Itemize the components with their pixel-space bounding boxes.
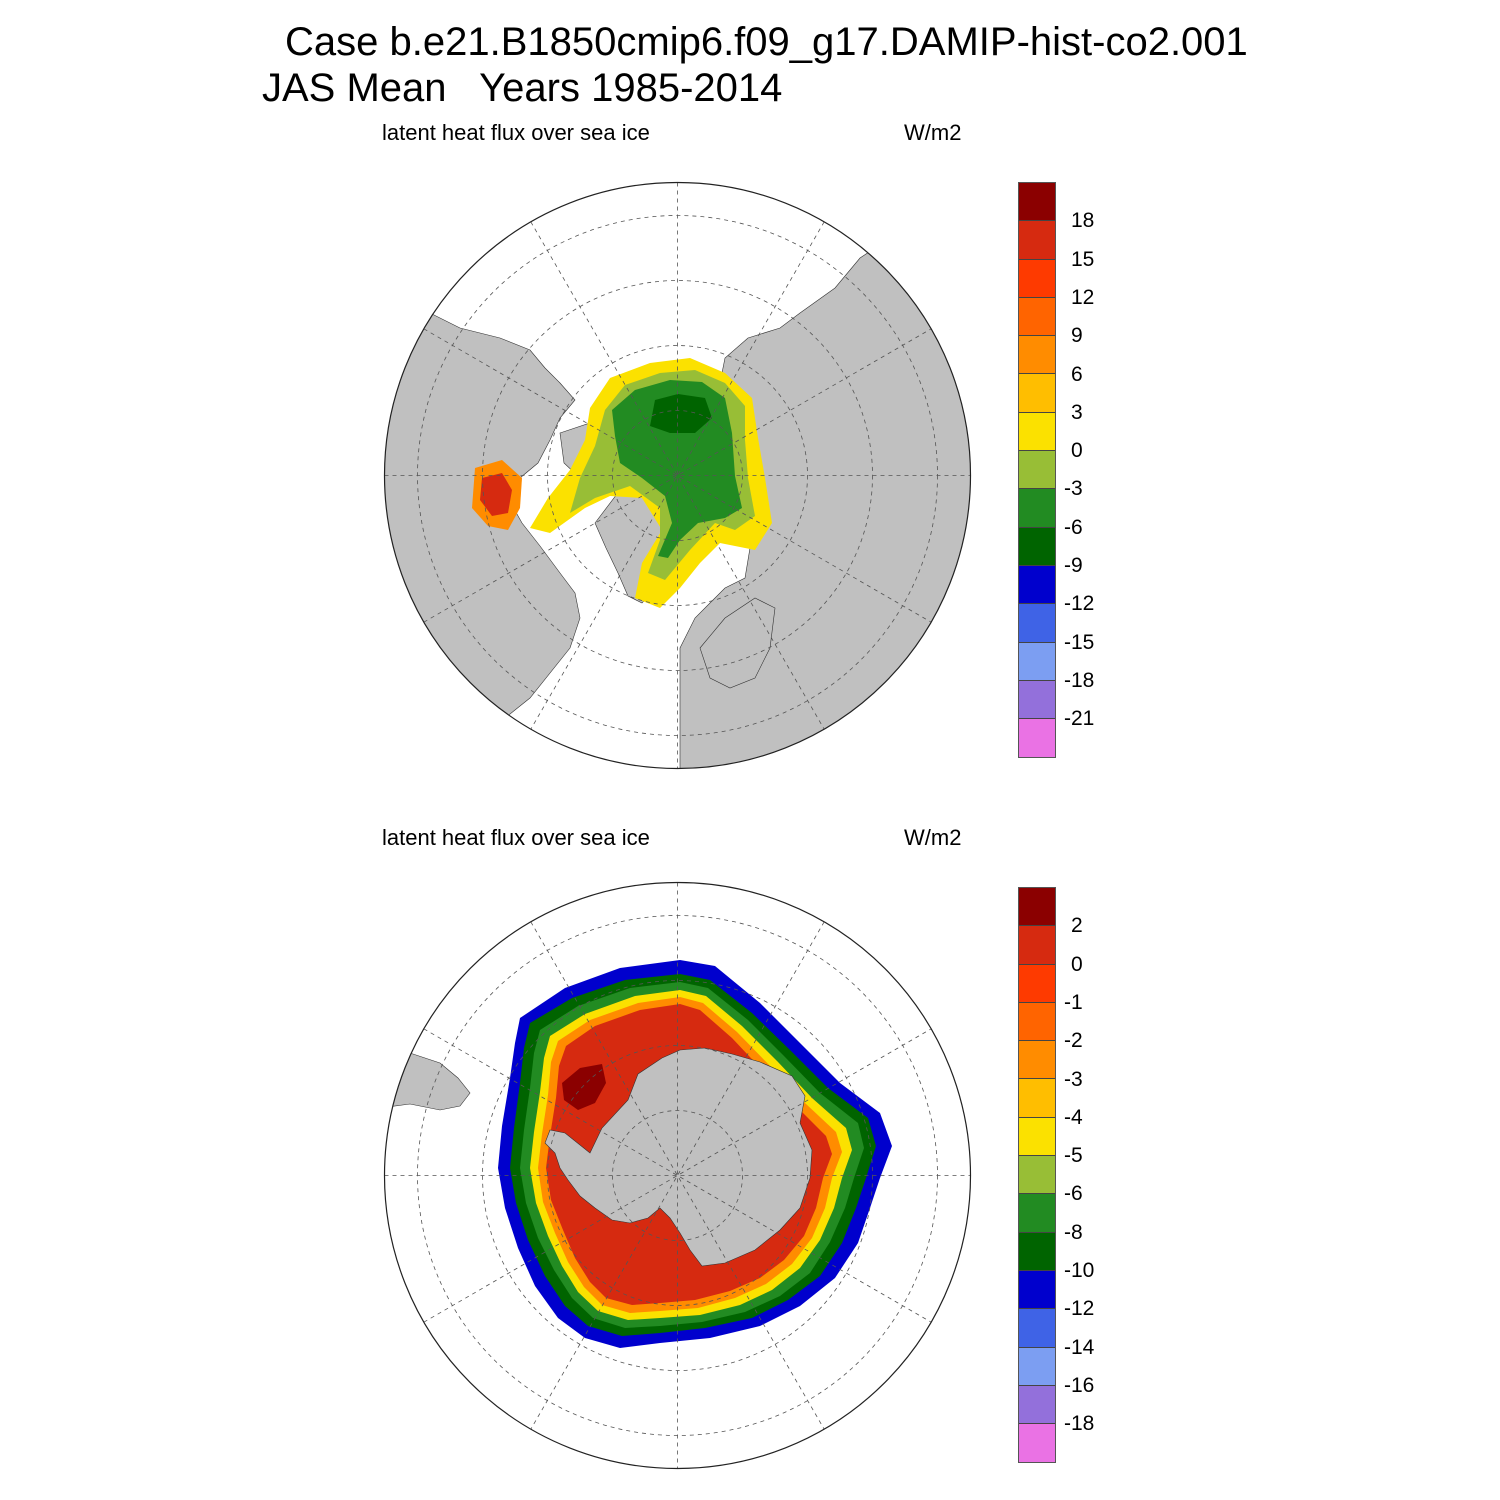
- north-units-label: W/m2: [904, 120, 962, 145]
- north-ice-green: [612, 380, 742, 558]
- south-colorbar-tick-label: 2: [1071, 914, 1083, 938]
- north-colorbar-tick-label: 3: [1071, 400, 1083, 424]
- south-colorbar-swatch: [1019, 888, 1055, 927]
- south-colorbar: [1018, 887, 1056, 1464]
- south-colorbar-tick-label: -14: [1064, 1335, 1095, 1359]
- south-colorbar-swatch: [1019, 964, 1055, 1003]
- south-colorbar-tick-label: -16: [1064, 1373, 1095, 1397]
- north-colorbar-swatch: [1019, 565, 1055, 605]
- north-colorbar-swatch: [1019, 374, 1055, 413]
- south-colorbar-swatch: [1019, 1385, 1055, 1425]
- north-colorbar-tick-label: -18: [1064, 668, 1095, 692]
- north-map-border: [383, 181, 972, 770]
- north-graticule: [384, 182, 971, 769]
- south-colorbar-swatch: [1019, 1041, 1055, 1080]
- south-colorbar-swatch: [1019, 1270, 1055, 1310]
- north-colorbar-swatch: [1019, 297, 1055, 337]
- south-colorbar-tick-label: -2: [1064, 1029, 1083, 1053]
- north-colorbar-swatch: [1019, 489, 1055, 528]
- south-colorbar-swatch: [1019, 1309, 1055, 1348]
- south-colorbar-tick-label: -4: [1064, 1105, 1083, 1129]
- south-colorbar-swatch: [1019, 926, 1055, 965]
- north-colorbar-swatch: [1019, 642, 1055, 681]
- south-colorbar-swatch: [1019, 1079, 1055, 1118]
- south-units-label: W/m2: [904, 825, 962, 850]
- south-map-border: [383, 881, 972, 1470]
- north-hudson-hot: [480, 473, 512, 516]
- north-colorbar-tick-label: 18: [1071, 209, 1095, 233]
- south-colorbar-tick-label: 0: [1071, 952, 1083, 976]
- north-colorbar-tick-label: 0: [1071, 439, 1083, 463]
- north-colorbar-swatch: [1019, 680, 1055, 720]
- south-colorbar-tick-label: -12: [1064, 1297, 1095, 1321]
- north-variable-label: latent heat flux over sea ice: [382, 120, 650, 145]
- south-colorbar-tick-label: -18: [1064, 1412, 1095, 1436]
- north-colorbar-swatch: [1019, 336, 1055, 375]
- south-colorbar-tick-label: -10: [1064, 1259, 1095, 1282]
- figure-title-case: Case b.e21.B1850cmip6.f09_g17.DAMIP-hist…: [285, 20, 1248, 64]
- north-land-scandinavia: [699, 597, 776, 689]
- south-colorbar-tick-label: -1: [1064, 990, 1083, 1014]
- south-colorbar-tick-label: -8: [1064, 1220, 1083, 1244]
- south-colorbar-tick-label: -3: [1064, 1067, 1083, 1091]
- north-ice-darkgreen: [650, 394, 712, 433]
- north-colorbar-tick-label: -15: [1064, 630, 1095, 654]
- south-colorbar-tick-label: -5: [1064, 1144, 1083, 1168]
- north-colorbar-tick-label: -3: [1064, 477, 1083, 501]
- north-colorbar-swatch: [1019, 183, 1055, 222]
- figure-title-period: JAS Mean Years 1985-2014: [262, 66, 783, 110]
- north-colorbar-tick-label: 6: [1071, 362, 1083, 386]
- north-colorbar-swatch: [1019, 221, 1055, 260]
- north-polar-map: [383, 181, 972, 770]
- north-colorbar-tick-label: 15: [1071, 247, 1095, 271]
- south-colorbar-swatch: [1019, 1194, 1055, 1233]
- north-colorbar-swatch: [1019, 719, 1055, 758]
- south-polar-map: [383, 881, 972, 1470]
- north-colorbar-swatch: [1019, 604, 1055, 643]
- north-colorbar-tick-label: -21: [1064, 707, 1095, 731]
- north-colorbar-tick-label: -9: [1064, 554, 1083, 577]
- south-colorbar-tick-label: -6: [1064, 1182, 1083, 1206]
- north-colorbar: [1018, 182, 1056, 759]
- south-colorbar-swatch: [1019, 1156, 1055, 1195]
- south-colorbar-swatch: [1019, 1424, 1055, 1463]
- south-colorbar-swatch: [1019, 1347, 1055, 1386]
- south-colorbar-swatch: [1019, 1002, 1055, 1042]
- north-colorbar-tick-label: -12: [1064, 592, 1095, 616]
- north-colorbar-swatch: [1019, 259, 1055, 298]
- north-colorbar-swatch: [1019, 412, 1055, 452]
- south-colorbar-swatch: [1019, 1232, 1055, 1271]
- south-colorbar-swatch: [1019, 1117, 1055, 1157]
- north-colorbar-swatch: [1019, 527, 1055, 566]
- south-graticule: [384, 882, 971, 1469]
- north-colorbar-tick-label: -6: [1064, 515, 1083, 539]
- south-variable-label: latent heat flux over sea ice: [382, 825, 650, 850]
- south-land-antarctica: [544, 1047, 813, 1267]
- north-colorbar-tick-label: 12: [1071, 285, 1095, 309]
- north-colorbar-swatch: [1019, 451, 1055, 490]
- north-colorbar-tick-label: 9: [1071, 324, 1083, 348]
